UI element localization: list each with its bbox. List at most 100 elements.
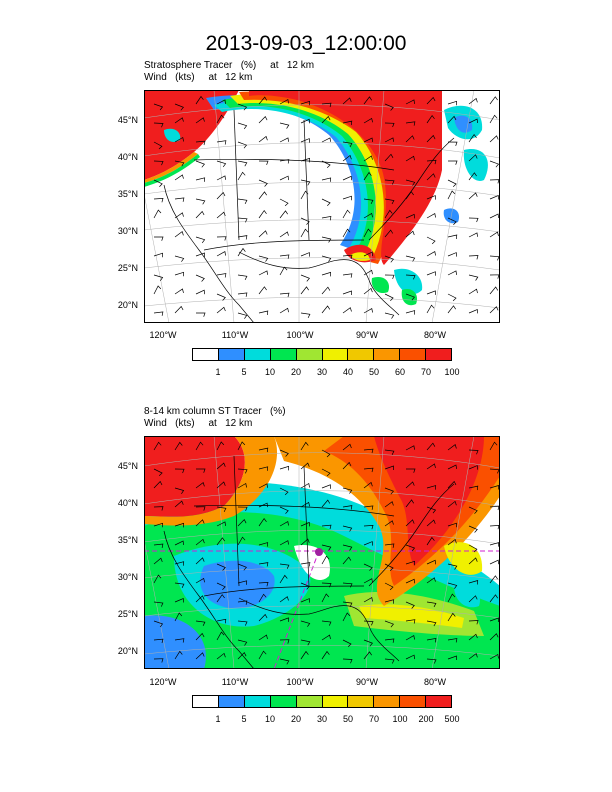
wind-barb: [342, 209, 351, 219]
wind-barb: [468, 595, 478, 603]
wind-barb: [174, 612, 183, 622]
wind-barb: [447, 464, 457, 470]
wind-barb: [405, 544, 416, 552]
wind-barb: [321, 198, 331, 207]
wind-barb: [195, 198, 206, 205]
wind-barb: [174, 197, 185, 202]
wind-barb: [174, 487, 185, 494]
colorbar-swatch: [218, 696, 245, 707]
wind-barb: [300, 639, 311, 646]
colorbar-swatch: [270, 349, 297, 360]
wind-barb: [279, 639, 290, 644]
wind-barb: [216, 191, 226, 200]
wind-barb: [279, 198, 289, 207]
wind-barb: [195, 274, 205, 282]
lon-label: 110°W: [221, 330, 249, 340]
wind-barb: [447, 593, 456, 603]
wind-barb: [468, 118, 478, 124]
wind-barb: [300, 501, 310, 508]
wind-barb: [342, 141, 353, 148]
wind-barb: [447, 217, 457, 225]
wind-barb: [468, 308, 478, 314]
wind-barb: [363, 541, 373, 546]
wind-barb: [363, 308, 373, 314]
wind-barb: [279, 658, 290, 665]
wind-barb: [447, 563, 458, 570]
wind-barb: [426, 519, 436, 527]
wind-barb: [300, 190, 309, 200]
wind-barb: [405, 255, 416, 262]
wind-barb: [405, 191, 414, 200]
colorbar-swatch: [400, 696, 427, 707]
wind-barb: [405, 274, 416, 280]
wind-barb: [426, 658, 437, 664]
wind-barb: [216, 293, 226, 301]
wind-barb: [405, 99, 415, 105]
wind-barb: [174, 231, 184, 238]
wind-barb: [426, 213, 436, 219]
wind-barb: [384, 563, 394, 572]
lon-label: 110°W: [221, 677, 249, 687]
wind-barb: [363, 198, 374, 205]
wind-barb: [258, 518, 267, 527]
wind-barb: [342, 639, 352, 648]
wind-barb: [405, 499, 414, 508]
wind-barb: [153, 285, 162, 295]
panel2-map: [144, 436, 500, 669]
wind-barb: [489, 135, 499, 143]
wind-barb: [195, 236, 206, 244]
wind-barb: [489, 559, 499, 565]
wind-barb: [321, 499, 331, 508]
wind-barb: [447, 444, 457, 451]
wind-barb: [237, 198, 248, 205]
wind-barb: [153, 209, 162, 219]
wind-barb: [426, 536, 435, 546]
wind-barb: [489, 96, 498, 105]
wind-barb: [279, 563, 290, 569]
wind-barb: [237, 600, 248, 605]
wind-barb: [153, 480, 163, 489]
wind-barb: [258, 160, 269, 166]
wind-barb: [468, 580, 479, 585]
wind-barb: [321, 271, 331, 277]
wind-barb: [405, 654, 415, 660]
wind-barb: [216, 631, 225, 641]
wind-barb: [237, 312, 248, 319]
wind-barb: [300, 312, 311, 319]
wind-barb: [196, 312, 206, 317]
wind-barb: [447, 538, 457, 546]
wind-barb: [300, 562, 311, 567]
wind-barb: [405, 310, 416, 315]
wind-barb: [279, 487, 289, 496]
wind-barb: [447, 655, 457, 660]
wind-barb: [384, 255, 394, 263]
wind-barb: [153, 311, 164, 316]
wind-barb: [258, 466, 269, 471]
wind-barb: [342, 97, 352, 105]
wind-barb: [468, 449, 479, 455]
wind-barb: [300, 620, 311, 627]
wind-barb: [363, 137, 373, 143]
wind-barb: [174, 597, 184, 603]
wind-barb: [426, 506, 437, 514]
lat-label: 35°N: [117, 535, 138, 545]
wind-barb: [384, 274, 395, 280]
wind-barb: [321, 650, 330, 660]
wind-barb: [237, 652, 247, 660]
wind-barb: [279, 122, 290, 129]
wind-barb: [237, 141, 248, 149]
wind-barb: [405, 135, 415, 143]
wind-barb: [153, 601, 164, 607]
wind-barb: [342, 290, 352, 295]
lat-label: 45°N: [117, 461, 138, 471]
wind-barb: [489, 160, 500, 168]
wind-barb: [279, 540, 289, 546]
colorbar-swatch: [244, 696, 271, 707]
lat-label: 40°N: [117, 152, 138, 162]
wind-barb: [489, 575, 498, 584]
colorbar-swatch: [322, 349, 349, 360]
wind-barb: [447, 115, 457, 124]
wind-barb: [468, 232, 478, 238]
wind-barb: [174, 561, 185, 566]
colorbar-label: 30: [316, 714, 327, 724]
